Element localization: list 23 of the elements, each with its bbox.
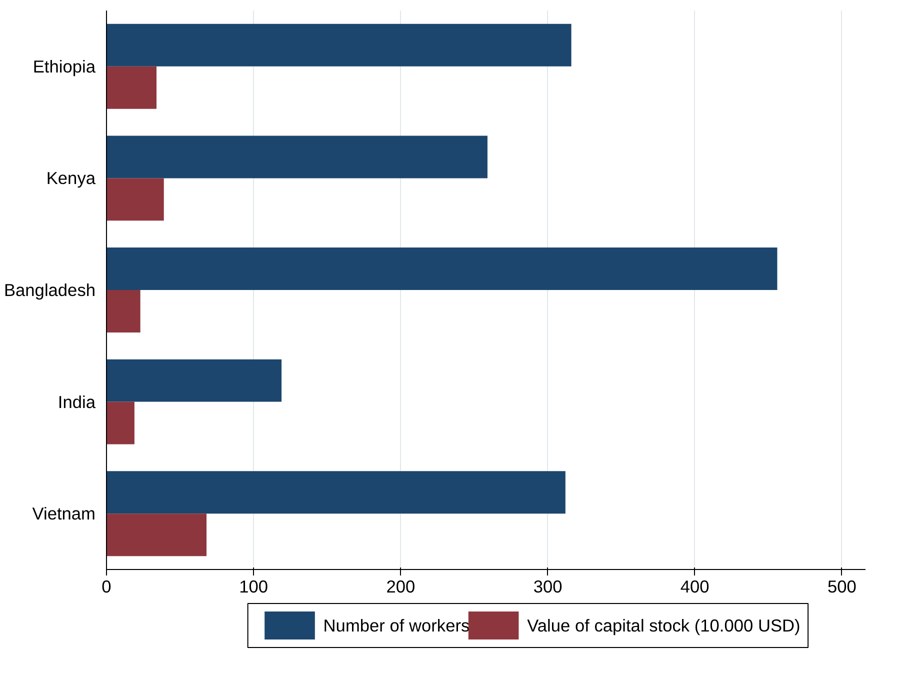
y-tick-label: India	[58, 392, 96, 412]
bar	[106, 24, 572, 66]
bar	[106, 471, 566, 514]
bar	[106, 402, 134, 444]
x-tick-label: 100	[239, 576, 268, 596]
legend-label: Value of capital stock (10.000 USD)	[527, 616, 800, 636]
y-tick-label: Bangladesh	[4, 280, 96, 300]
bar	[106, 178, 164, 221]
x-tick-label: 0	[102, 576, 112, 596]
bar	[106, 136, 488, 178]
x-tick-label: 400	[680, 576, 710, 596]
x-tick-label: 500	[828, 576, 856, 596]
x-tick-label: 200	[386, 576, 416, 596]
bar	[106, 248, 778, 290]
bar	[106, 66, 157, 109]
x-tick-label: 300	[533, 576, 562, 596]
bar	[106, 359, 282, 402]
y-tick-label: Vietnam	[32, 504, 96, 524]
bar	[106, 514, 207, 556]
legend-label: Number of workers	[323, 616, 470, 636]
bar	[106, 290, 140, 332]
y-tick-label: Kenya	[46, 168, 96, 188]
y-tick-label: Ethiopia	[32, 56, 96, 76]
